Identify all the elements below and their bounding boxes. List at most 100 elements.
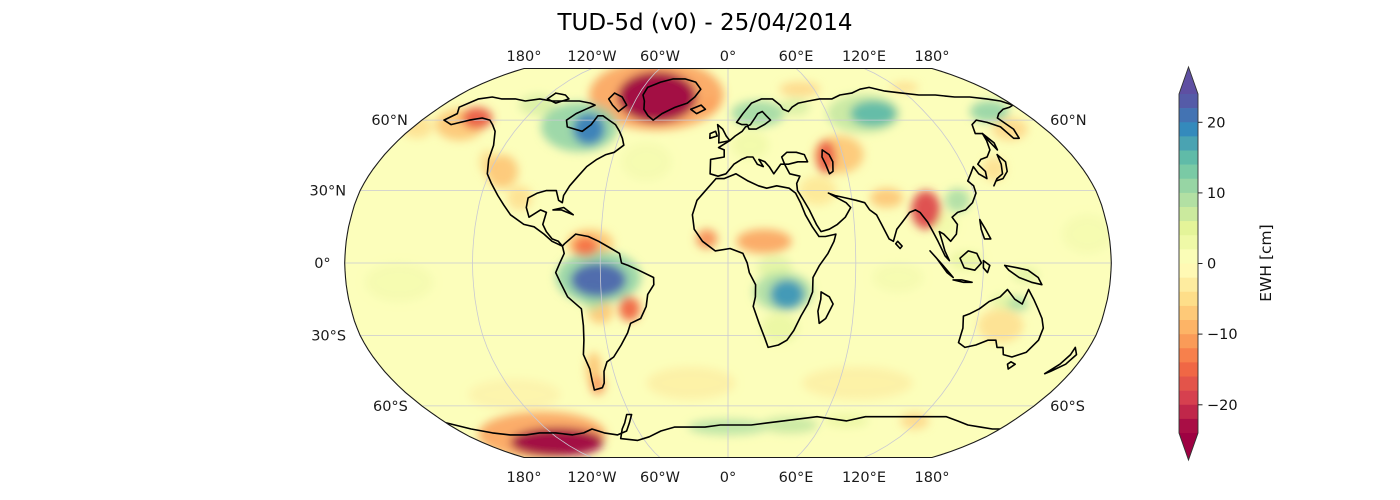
colorbar-label: EWH [cm] bbox=[1257, 224, 1275, 302]
colorbar: 20 10 0 −10 −20 bbox=[1178, 65, 1238, 462]
anomaly-blob bbox=[816, 140, 836, 174]
lat-tick-label-right: 60°N bbox=[1050, 113, 1087, 129]
lon-tick-label-bottom: 0° bbox=[720, 470, 736, 486]
coastlines bbox=[443, 78, 1078, 442]
colorbar-band bbox=[1179, 376, 1198, 391]
colorbar-band bbox=[1179, 207, 1198, 222]
lon-tick-label-top: 180° bbox=[507, 49, 542, 65]
lon-tick-label-top: 120°E bbox=[842, 49, 886, 65]
coastline-path bbox=[1043, 346, 1078, 375]
lon-tick-label-bottom: 180° bbox=[507, 470, 542, 486]
anomaly-blob bbox=[969, 100, 1010, 123]
colorbar-band bbox=[1179, 122, 1198, 137]
colorbar-band bbox=[1179, 320, 1198, 335]
anomaly-blob bbox=[870, 188, 904, 208]
anomaly-blob bbox=[696, 229, 718, 249]
anomaly-blob bbox=[762, 416, 818, 434]
colorbar-tick-label: −20 bbox=[1207, 398, 1238, 414]
coastline-path bbox=[546, 92, 570, 104]
lon-tick-label-bottom: 60°E bbox=[779, 470, 814, 486]
coastline-path bbox=[929, 250, 954, 279]
colorbar-tick-label: −10 bbox=[1207, 327, 1238, 343]
coastline-path bbox=[709, 130, 718, 140]
lon-tick-label-top: 0° bbox=[720, 49, 736, 65]
coastline-path bbox=[957, 288, 1045, 358]
coastline-path bbox=[993, 153, 1008, 187]
colorbar-tick-label: 20 bbox=[1207, 115, 1225, 131]
figure-title: TUD-5d (v0) - 25/04/2014 bbox=[557, 10, 853, 36]
anomaly-blob bbox=[510, 427, 604, 457]
coastline-path bbox=[709, 86, 1020, 262]
anomaly-blob bbox=[365, 263, 434, 302]
coastline-path bbox=[952, 279, 973, 284]
coastline-path bbox=[817, 291, 834, 325]
map-boundary bbox=[344, 67, 1112, 459]
anomaly-blob bbox=[890, 82, 919, 93]
lon-tick-label-bottom: 120°W bbox=[567, 470, 616, 486]
lon-tick-label-bottom: 120°E bbox=[842, 470, 886, 486]
coastline-path bbox=[894, 240, 903, 250]
colorbar-band bbox=[1179, 192, 1198, 208]
anomaly-blob bbox=[617, 71, 697, 123]
colorbar-arrow-up bbox=[1179, 67, 1198, 94]
lat-tick-label-right: 60°S bbox=[1050, 399, 1085, 415]
lon-tick-label-top: 180° bbox=[915, 49, 950, 65]
anomaly-blob bbox=[1007, 296, 1029, 312]
anomaly-blob bbox=[646, 366, 736, 400]
colorbar-band bbox=[1179, 108, 1198, 123]
colorbar-band bbox=[1179, 404, 1198, 420]
colorbar-outline bbox=[1178, 65, 1199, 462]
lon-tick-label-bottom: 180° bbox=[915, 470, 950, 486]
meridian-line bbox=[795, 68, 857, 458]
anomaly-blob bbox=[802, 366, 913, 400]
anomaly-blob bbox=[761, 313, 798, 343]
coastline-path bbox=[1003, 264, 1043, 286]
coastline-path bbox=[959, 250, 983, 271]
anomaly-blob bbox=[736, 229, 792, 254]
lat-tick-label-left: 30°N bbox=[310, 184, 347, 200]
anomaly-blob bbox=[770, 279, 805, 309]
colorbar-band bbox=[1179, 291, 1198, 307]
anomaly-blob bbox=[911, 190, 941, 230]
anomaly-blob bbox=[900, 412, 929, 430]
lon-tick-label-top: 60°E bbox=[779, 49, 814, 65]
anomaly-blob bbox=[507, 185, 533, 210]
coastline-path bbox=[443, 96, 625, 247]
lon-tick-label-top: 60°W bbox=[640, 49, 680, 65]
anomaly-blob bbox=[461, 107, 493, 129]
colorbar-band bbox=[1179, 305, 1198, 321]
lat-tick-label-left: 0° bbox=[314, 256, 330, 272]
lon-tick-labels: 180° 180° 120°W 120°W 60°W 60°W 0° 0° 60°E 60°E 12… bbox=[507, 49, 950, 486]
anomaly-blob bbox=[1062, 214, 1112, 254]
lat-tick-labels: 60°N 30°N 0° 30°S 60°S 60°N 60°S bbox=[310, 113, 1087, 415]
coastline-path bbox=[552, 206, 574, 216]
colorbar-band bbox=[1179, 334, 1198, 349]
colorbar-arrow-down bbox=[1179, 433, 1198, 460]
coastline-path bbox=[716, 123, 731, 144]
anomaly-blob bbox=[1012, 267, 1039, 283]
colorbar-band bbox=[1179, 235, 1198, 250]
anomaly-blob bbox=[731, 131, 769, 160]
coastline-path bbox=[607, 92, 628, 113]
colorbar-band bbox=[1179, 277, 1198, 293]
colorbar-band bbox=[1179, 362, 1198, 377]
coastline-path bbox=[690, 104, 707, 115]
meridian-line bbox=[599, 68, 661, 458]
coastline-path bbox=[691, 173, 837, 349]
anomaly-blob bbox=[850, 100, 897, 127]
colorbar-band bbox=[1179, 390, 1198, 406]
coastline-path bbox=[445, 413, 1001, 442]
colorbar-tick-label: 10 bbox=[1207, 186, 1225, 202]
anomaly-blob bbox=[570, 263, 627, 297]
anomaly-blob bbox=[949, 251, 984, 271]
colorbar-band bbox=[1179, 136, 1198, 151]
colorbar-band bbox=[1179, 164, 1198, 180]
lat-tick-label-left: 30°S bbox=[311, 328, 346, 344]
colorbar-band bbox=[1179, 249, 1198, 264]
coastline-path bbox=[642, 78, 702, 121]
anomaly-blob bbox=[779, 81, 820, 97]
lon-tick-label-bottom: 60°W bbox=[640, 470, 680, 486]
anomaly-blob bbox=[619, 296, 640, 321]
anomaly-blob bbox=[573, 236, 599, 256]
anomaly-layer bbox=[365, 68, 1112, 458]
